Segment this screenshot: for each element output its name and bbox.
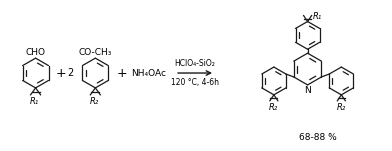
Text: 68-88 %: 68-88 %	[299, 133, 336, 142]
Text: +: +	[117, 67, 127, 80]
Text: R₂: R₂	[337, 103, 346, 112]
Text: CHO: CHO	[25, 48, 45, 57]
Text: NH₄OAc: NH₄OAc	[131, 69, 166, 77]
Text: 120 °C, 4-6h: 120 °C, 4-6h	[171, 78, 219, 87]
Text: CO-CH₃: CO-CH₃	[79, 48, 112, 57]
Text: R₁: R₁	[30, 97, 39, 106]
Text: HClO₄-SiO₂: HClO₄-SiO₂	[174, 59, 216, 68]
Text: R₁: R₁	[312, 12, 322, 21]
Text: R₂: R₂	[269, 103, 278, 112]
Text: R₂: R₂	[90, 97, 99, 106]
Text: +: +	[55, 67, 66, 80]
Text: 2: 2	[67, 68, 74, 78]
Text: N: N	[304, 86, 311, 95]
